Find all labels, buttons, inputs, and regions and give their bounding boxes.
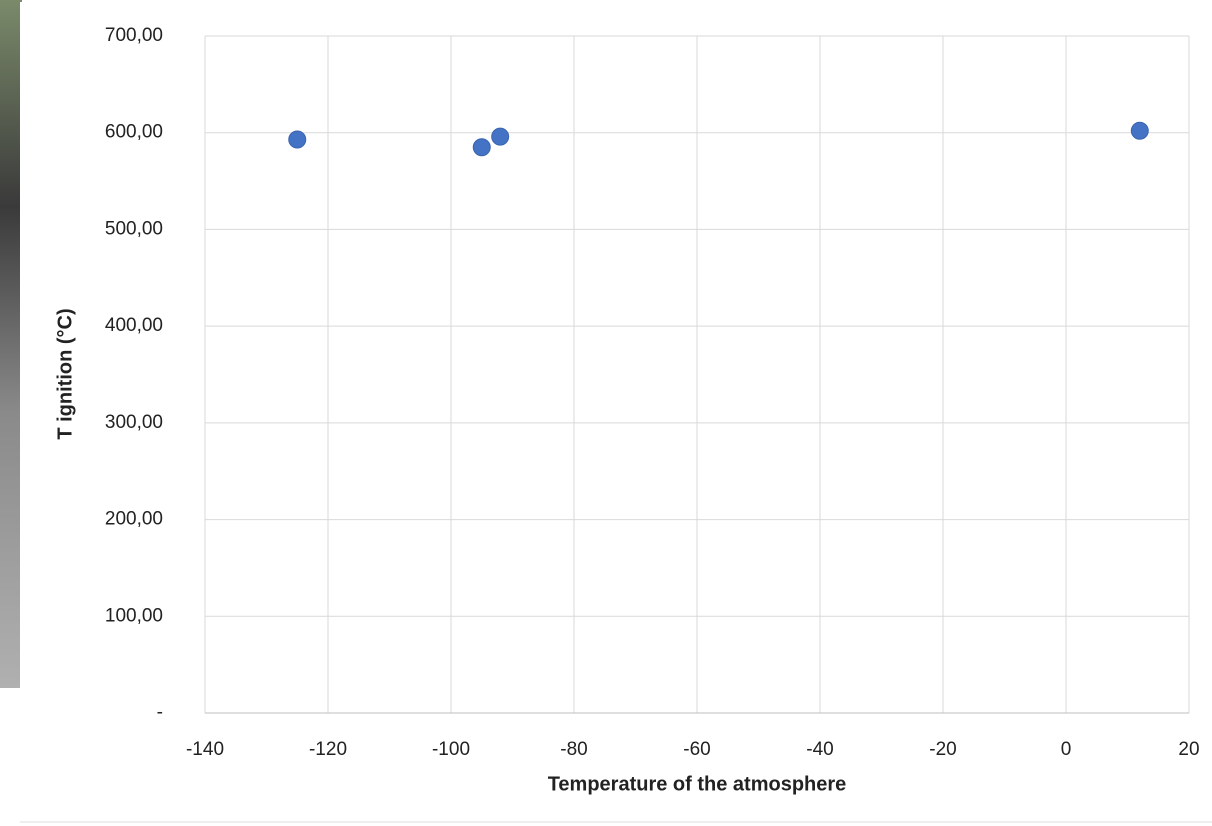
x-tick-label: -40	[806, 739, 833, 760]
chart: Temperature of the atmosphere T ignition…	[0, 0, 1212, 826]
point	[289, 131, 306, 148]
background-photo	[0, 0, 22, 688]
x-axis-title: Temperature of the atmosphere	[548, 773, 847, 795]
y-tick-label: 500,00	[105, 218, 163, 239]
point	[1131, 122, 1148, 139]
point	[492, 128, 509, 145]
y-tick-label: 400,00	[105, 315, 163, 336]
y-tick-label: 200,00	[105, 509, 163, 530]
y-tick-label: 100,00	[105, 605, 163, 626]
y-tick-label: 700,00	[105, 25, 163, 46]
y-tick-label: 300,00	[105, 412, 163, 433]
x-tick-label: -100	[432, 739, 470, 760]
x-tick-label: -140	[186, 739, 224, 760]
y-tick-label: -	[157, 702, 163, 723]
chart-area	[20, 2, 1212, 822]
x-tick-label: -20	[929, 739, 956, 760]
y-tick-label: 600,00	[105, 122, 163, 143]
point	[473, 139, 490, 156]
x-tick-label: 20	[1178, 739, 1199, 760]
x-tick-label: -120	[309, 739, 347, 760]
page: {"chart_data": {"type": "scatter", "x_la…	[0, 0, 1212, 826]
x-tick-label: 0	[1061, 739, 1072, 760]
x-tick-label: -60	[683, 739, 710, 760]
y-axis-title: T ignition (°C)	[54, 308, 76, 439]
x-tick-label: -80	[560, 739, 587, 760]
